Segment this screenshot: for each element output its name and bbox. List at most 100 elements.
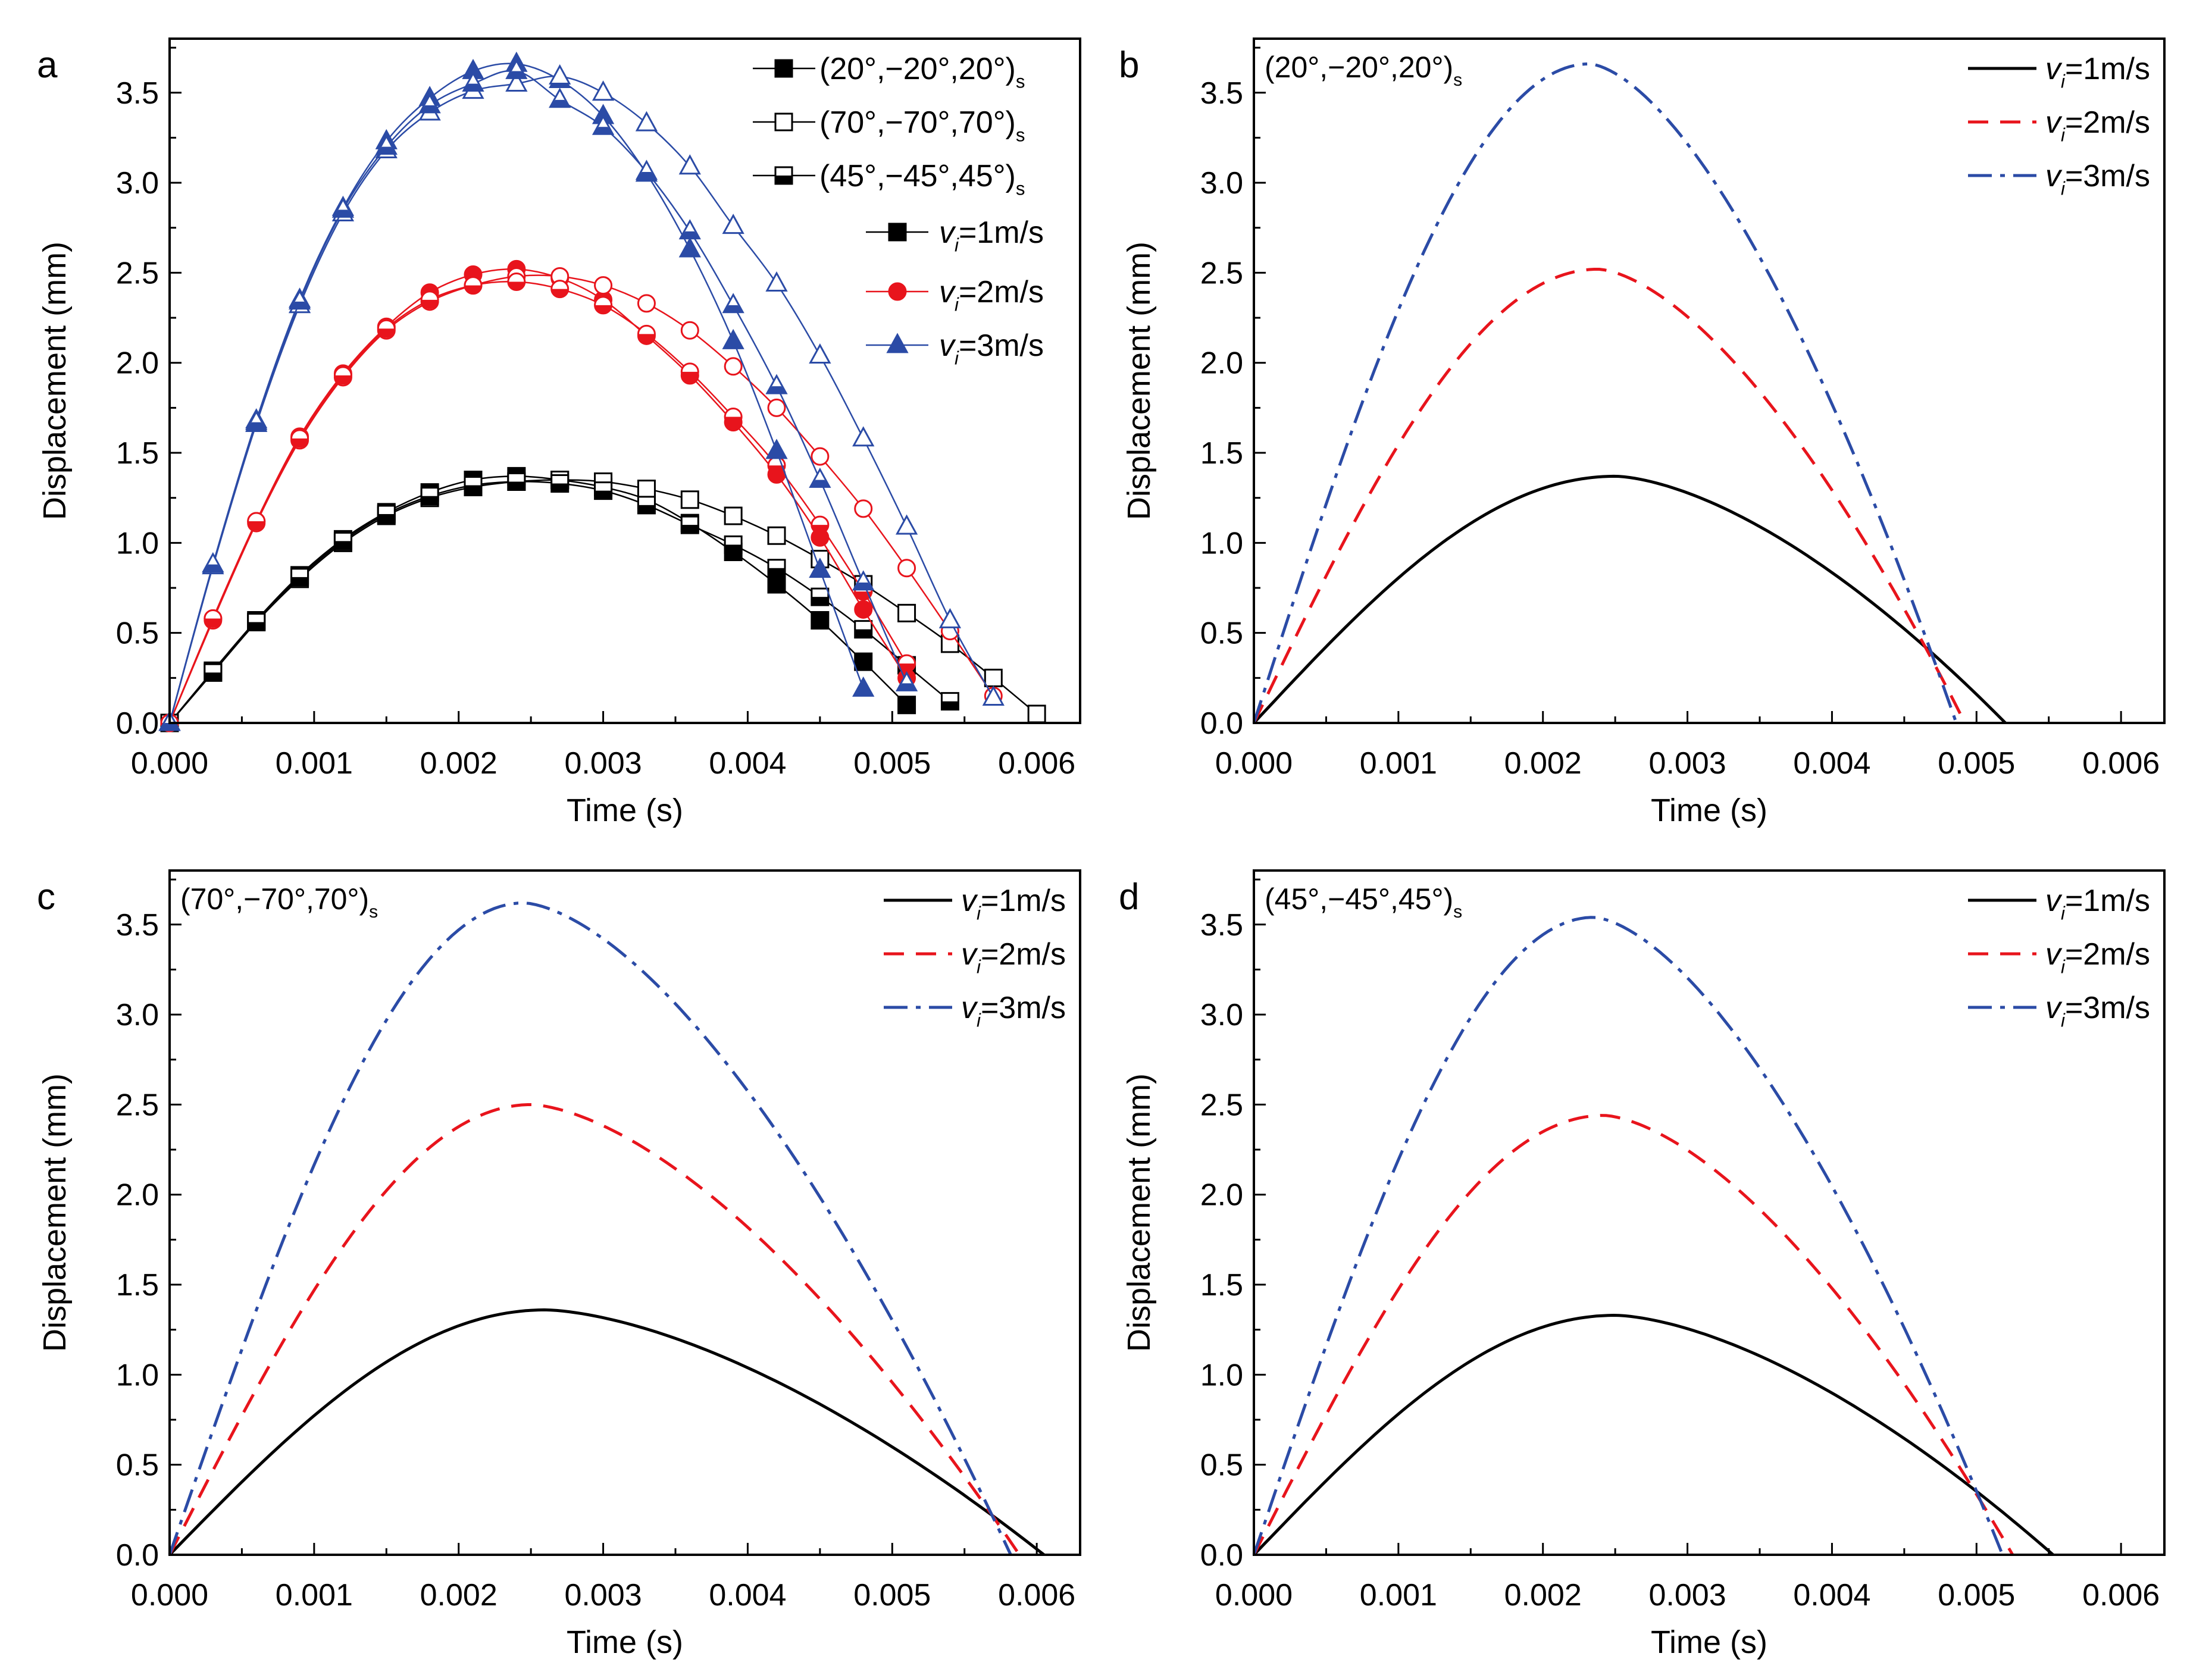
x-axis-label: Time (s)	[567, 793, 683, 828]
data-point-open-1m-s	[897, 603, 916, 622]
legend-entry-3: vi=3m/s	[1968, 159, 2150, 199]
x-tick-label: 0.001	[1360, 1578, 1437, 1612]
y-tick-label: 2.0	[1200, 346, 1243, 381]
legend-entry-layup-half: (45°,−45°,45°)s	[753, 159, 1025, 199]
x-tick-label: 0.003	[565, 746, 642, 781]
plot-frame	[1253, 37, 2166, 724]
x-tick-label: 0.005	[853, 746, 931, 781]
y-tick-label: 3.5	[1200, 76, 1243, 111]
data-point-half-1m-s	[290, 568, 309, 587]
x-axis-label: Time (s)	[1651, 1624, 1767, 1660]
data-point-half-2m-s	[247, 512, 266, 531]
legend-marker	[774, 166, 793, 185]
data-point-open-2m-s	[637, 294, 656, 313]
data-point-half-1m-s	[333, 531, 352, 550]
data-point-half-1m-s	[680, 515, 699, 534]
data-point-open-2m-s	[854, 499, 873, 518]
y-tick-label: 3.0	[1200, 166, 1243, 201]
data-point-filled-3m-s	[765, 439, 788, 459]
y-tick-label: 0.0	[1200, 706, 1243, 741]
data-point-half-2m-s	[550, 280, 570, 299]
layup-annotation: (20°,−20°,20°)s	[1265, 51, 1462, 90]
data-point-half-1m-s	[767, 559, 786, 578]
data-point-half-3m-s	[852, 570, 875, 591]
panel-label: c	[37, 876, 55, 918]
legend-label: vi=2m/s	[2045, 937, 2150, 978]
data-point-half-3m-s	[202, 552, 224, 573]
data-point-half-2m-s	[507, 273, 526, 292]
y-tick-label: 0.5	[1200, 616, 1243, 651]
data-point-half-2m-s	[594, 296, 613, 315]
data-point-half-1m-s	[464, 476, 483, 495]
x-tick-label: 0.002	[420, 746, 498, 781]
x-tick-label: 0.006	[998, 1578, 1075, 1612]
panel-label: b	[1119, 45, 1139, 86]
data-point-half-3m-s	[592, 114, 615, 135]
legend-entry-3: vi=3m/s	[1968, 991, 2150, 1031]
legend-entry-1: vi=1m/s	[884, 884, 1066, 924]
y-tick-label: 1.0	[116, 526, 159, 561]
y-tick-label: 1.5	[116, 436, 159, 471]
x-tick-label: 0.000	[1215, 1578, 1293, 1612]
series-line-1m-s	[168, 1308, 1045, 1556]
legend-entry-velocity-2: vi=2m/s	[866, 275, 1044, 315]
y-tick-label: 0.5	[116, 616, 159, 651]
data-point-half-2m-s	[637, 324, 656, 343]
x-axis-label: Time (s)	[567, 1624, 683, 1660]
legend-label: vi=3m/s	[961, 991, 1066, 1031]
data-point-open-3m-s	[678, 154, 701, 175]
data-point-filled-2m-s	[854, 600, 873, 619]
legend-entry-velocity-3: vi=3m/s	[866, 328, 1044, 369]
series-line-3m-s	[1252, 916, 2004, 1555]
data-point-open-2m-s	[724, 357, 743, 376]
data-point-half-1m-s	[854, 620, 873, 639]
data-point-open-3m-s	[895, 514, 918, 535]
y-tick-label: 3.5	[116, 908, 159, 943]
data-point-open-3m-s	[938, 608, 962, 628]
data-point-filled-1m-s	[811, 611, 830, 630]
x-tick-label: 0.004	[1793, 1578, 1870, 1612]
data-point-filled-3m-s	[678, 237, 701, 258]
data-point-open-3m-s	[505, 71, 528, 92]
y-tick-label: 0.5	[1200, 1448, 1243, 1483]
x-tick-label: 0.006	[2082, 1578, 2160, 1612]
x-axis-label: Time (s)	[1651, 793, 1767, 828]
y-axis-label: Displacement (mm)	[37, 242, 73, 520]
data-point-half-1m-s	[637, 496, 656, 515]
series-line-2m-s	[1252, 1114, 2014, 1556]
x-tick-label: 0.002	[1504, 746, 1582, 781]
y-tick-label: 2.0	[116, 1178, 159, 1213]
data-point-half-2m-s	[724, 408, 743, 427]
panel-label: a	[37, 45, 58, 86]
series-line-3m-s	[168, 901, 1012, 1556]
series-line-filled-2m-s	[168, 268, 908, 724]
data-point-open-3m-s	[549, 64, 571, 84]
y-axis-label: Displacement (mm)	[1121, 1073, 1157, 1352]
legend-entry-3: vi=3m/s	[884, 991, 1066, 1031]
series-line-filled-3m-s	[168, 62, 864, 724]
series-line-1m-s	[1253, 1313, 2054, 1556]
data-point-open-1m-s	[767, 526, 786, 545]
y-tick-label: 2.0	[1200, 1178, 1243, 1213]
data-point-half-3m-s	[331, 197, 355, 218]
data-point-filled-1m-s	[897, 696, 916, 715]
data-point-filled-3m-s	[809, 558, 831, 578]
x-tick-label: 0.004	[709, 1578, 786, 1612]
data-point-half-1m-s	[940, 692, 959, 711]
x-tick-label: 0.004	[709, 746, 786, 781]
y-tick-label: 0.5	[116, 1448, 159, 1483]
panel-label: d	[1119, 876, 1139, 918]
data-point-half-3m-s	[809, 467, 831, 488]
data-point-half-2m-s	[420, 290, 439, 309]
data-point-half-3m-s	[505, 58, 528, 79]
y-tick-label: 0.0	[116, 1538, 159, 1573]
data-point-filled-3m-s	[722, 328, 744, 349]
data-point-half-3m-s	[418, 93, 441, 114]
data-point-open-1m-s	[724, 506, 743, 525]
x-tick-label: 0.003	[1649, 1578, 1726, 1612]
data-point-open-3m-s	[635, 111, 658, 131]
x-tick-label: 0.006	[998, 746, 1075, 781]
data-point-filled-1m-s	[767, 575, 786, 594]
x-tick-label: 0.000	[1215, 746, 1293, 781]
data-point-open-1m-s	[680, 490, 699, 509]
